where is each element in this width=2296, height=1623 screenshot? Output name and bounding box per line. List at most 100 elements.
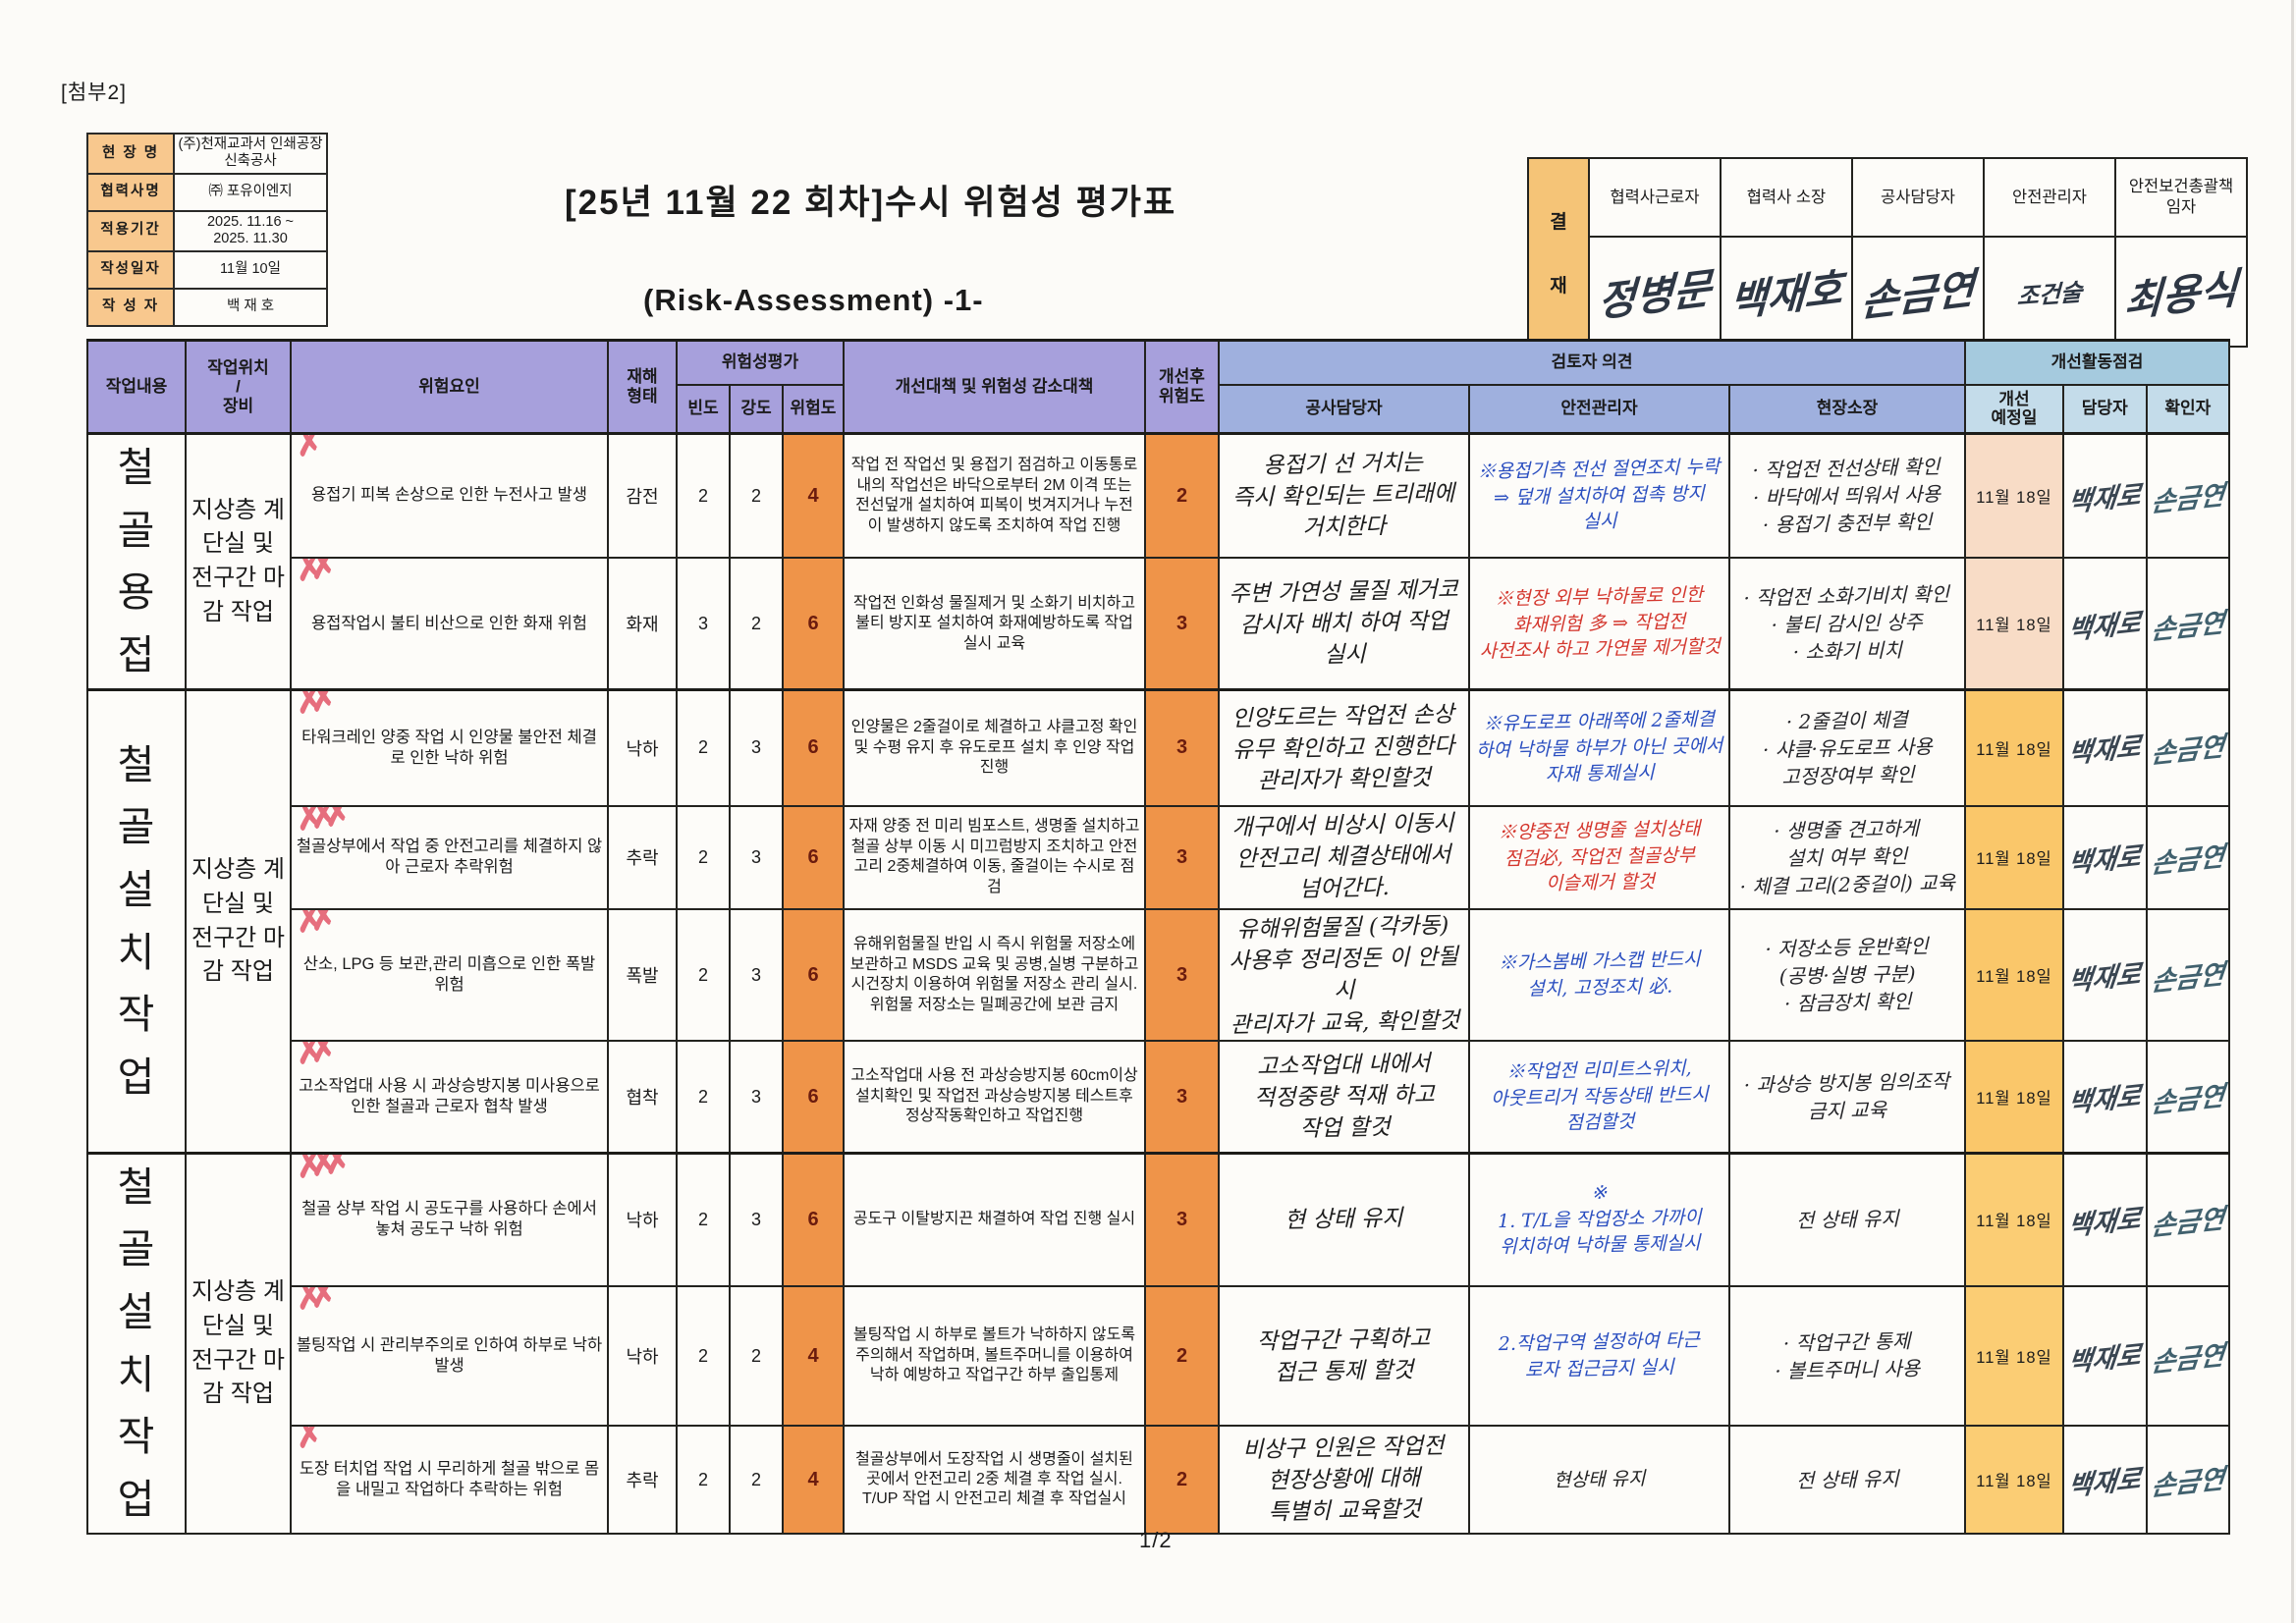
freq-value: 2 (697, 1345, 708, 1366)
accident-type-cell: 화재 (607, 557, 678, 691)
risk-assessment-table: 작업내용 작업위치 / 장비 위험요인 재해 형태 위험성평가 개선대책 및 위… (86, 339, 2231, 1536)
table-row: ✗✗ 볼팅작업 시 관리부주의로 인하여 하부로 낙하 발생 낙하 2 2 4 볼팅작업 시… (87, 1284, 2231, 1428)
red-check-mark: ✗✗ (293, 689, 327, 723)
hazard-text: 산소, LPG 등 보관,관리 미흡으로 인한 폭발 위험 (302, 954, 596, 995)
risk-value-cell: 6 (782, 1040, 845, 1155)
sev-value: 2 (750, 613, 761, 633)
construction-manager-comment-cell: 작업구간 구획하고 접근 통제 할것 (1218, 1284, 1470, 1428)
red-check-mark: ✗✗✗ (293, 805, 341, 839)
risk-value-cell: 4 (782, 1425, 845, 1536)
table-row: ✗✗ 산소, LPG 등 보관,관리 미흡으로 인한 폭발 위험 폭발 2 3 6 유해위험… (87, 907, 2231, 1043)
hazard-cell: ✗✗ 볼팅작업 시 관리부주의로 인하여 하부로 낙하 발생 (290, 1284, 609, 1428)
manager-signature-cell: 백재로 (2062, 432, 2148, 560)
freq-cell: 2 (676, 1425, 731, 1536)
after-risk-cell: 2 (1144, 432, 1220, 560)
due-date: 11월 18일 (1976, 1213, 2052, 1231)
info-value: ㈜ 포유이엔지 (173, 172, 328, 212)
col-header-review: 검토자 의견 (1218, 339, 1966, 386)
after-risk-cell: 3 (1144, 688, 1220, 807)
construction-manager-comment-cell: 인양도르는 작업전 손상 유무 확인하고 진행한다 관리자가 확인할것 (1218, 688, 1470, 807)
freq-value: 3 (697, 613, 708, 633)
after-risk-value: 3 (1175, 1085, 1188, 1108)
accident-type: 폭발 (626, 966, 659, 987)
hazard-cell: ✗✗✗ 철골 상부 작업 시 공도구를 사용하다 손에서 놓쳐 공도구 낙하 위험 (290, 1151, 609, 1287)
handwritten-signature: 손금연 (2149, 1080, 2226, 1119)
site-director-comment-cell: · 작업전 소화기비치 확인 · 불티 감시인 상주 · 소화기 비치 (1728, 557, 1966, 691)
hazard-cell: ✗ 도장 터치업 작업 시 무리하게 철골 밖으로 몸을 내밀고 작업하다 추락하… (290, 1425, 609, 1536)
safety-manager-comment-cell: ※작업전 리미트스위치, 아웃트리거 작동상태 반드시 점검할것 (1468, 1040, 1730, 1155)
work-location: 지상층 계단실 및 전구간 마감 작업 (185, 688, 292, 1155)
red-check-mark: ✗✗ (293, 908, 327, 941)
after-risk-cell: 3 (1144, 907, 1220, 1043)
manager-signature-cell: 백재로 (2062, 1425, 2148, 1536)
after-risk-value: 3 (1175, 736, 1188, 759)
table-row: 철골설치작업 지상층 계단실 및 전구간 마감 작업 ✗✗✗ 철골 상부 작업 시 공… (86, 1151, 2231, 1536)
info-value: 2025. 11.16 ~ 2025. 11.30 (173, 209, 328, 252)
approval-signature-cell: 손금연 (1851, 236, 1985, 348)
accident-type-cell: 감전 (607, 432, 678, 560)
handwritten-comment: ※가스봄베 가스캡 반드시 설치, 고정조치 必. (1498, 948, 1701, 1001)
risk-value: 6 (807, 736, 819, 759)
sev-cell: 2 (729, 432, 784, 560)
accident-type: 낙하 (626, 1211, 659, 1231)
freq-value: 2 (697, 964, 708, 985)
site-director-comment-cell: · 작업전 전선상태 확인 · 바닥에서 띄워서 사용 · 용접기 충전부 확인 (1728, 432, 1966, 560)
handwritten-signature: 백재로 (2066, 1463, 2143, 1502)
table-row: ✗✗ 고소작업대 사용 시 과상승방지봉 미사용으로 인한 철골과 근로자 협착 … (87, 1040, 2231, 1155)
red-check-mark: ✗✗ (293, 1041, 327, 1073)
freq-cell: 2 (676, 1151, 731, 1287)
handwritten-comment: 2.작업구역 설정하여 타근 로자 접근금지 실시 (1498, 1329, 1700, 1381)
improvement-measure-cell: 공도구 이탈방지끈 채결하여 작업 진행 실시 (843, 1151, 1146, 1287)
accident-type-cell: 폭발 (607, 907, 678, 1043)
handwritten-signature: 손금연 (2149, 840, 2226, 880)
after-risk-value: 2 (1175, 1344, 1188, 1367)
col-header-hazard: 위험요인 (290, 339, 609, 435)
after-risk-cell: 3 (1144, 1151, 1220, 1287)
handwritten-comment: ※ 1. T/L을 작업장소 가까이 위치하여 낙하물 통제실시 (1497, 1182, 1702, 1259)
manager-signature-cell: 백재로 (2062, 907, 2148, 1043)
work-group-label: 철골용접 (86, 431, 187, 691)
accident-type: 낙하 (626, 738, 659, 759)
col-header-checker: 확인자 (2145, 383, 2231, 435)
handwritten-comment: · 저장소등 운반확인 (공병·실병 구분) · 잠금장치 확인 (1765, 934, 1929, 1016)
handwritten-comment: ※현장 외부 낙하물로 인한 화재위험 多 ⇒ 작업전 사전조사 하고 가연물 … (1479, 584, 1721, 664)
handwritten-signature: 백재로 (2066, 607, 2143, 647)
improvement-measure-cell: 자재 양중 전 미리 빔포스트, 생명줄 설치하고 철골 상부 이동 시 미끄럼… (843, 804, 1146, 910)
handwritten-comment: 현 상태 유지 (1285, 1206, 1403, 1234)
col-header-check: 개선활동점검 (1963, 339, 2231, 386)
approval-role: 안전보건총괄책 임자 (2114, 157, 2248, 238)
manager-signature-cell: 백재로 (2062, 1151, 2148, 1287)
freq-value: 2 (697, 846, 708, 867)
improvement-measure-text: 자재 양중 전 미리 빔포스트, 생명줄 설치하고 철골 상부 이동 시 미끄럼… (848, 818, 1140, 895)
handwritten-signature: 백재로 (2066, 840, 2143, 880)
col-header-assessment: 위험성평가 (676, 339, 845, 386)
page-number: 1/2 (1139, 1528, 1173, 1552)
due-date: 11월 18일 (1976, 1090, 2052, 1109)
approval-role: 협력사근로자 (1588, 157, 1722, 238)
construction-manager-comment-cell: 주변 가연성 물질 제거코 감시자 배치 하여 작업 실시 (1218, 557, 1470, 691)
sev-cell: 3 (729, 1040, 784, 1155)
handwritten-signature: 손금연 (2149, 731, 2226, 771)
info-label: 현 장 명 (86, 133, 175, 175)
info-label: 작 성 자 (86, 287, 175, 327)
col-header-due-date: 개선 예정일 (1964, 383, 2064, 435)
accident-type: 감전 (626, 487, 659, 508)
site-director-comment-cell: · 2줄걸이 체결 · 샤클·유도로프 사용 고정장여부 확인 (1728, 688, 1966, 807)
checker-signature-cell: 손금연 (2145, 1151, 2231, 1287)
sev-cell: 2 (729, 1425, 784, 1536)
table-row: 철골용접 지상층 계단실 및 전구간 마감 작업 ✗ 용접기 피복 손상으로 인한 누… (86, 431, 2231, 691)
handwritten-comment: · 과상승 방지봉 임의조작 금지 교육 (1743, 1069, 1950, 1124)
info-label: 적용기간 (86, 209, 175, 252)
freq-value: 2 (697, 737, 708, 758)
attachment-label: [첨부2] (61, 81, 127, 104)
safety-manager-comment-cell: ※양중전 생명줄 설치상태 점검必, 작업전 철골상부 이슬제거 할것 (1468, 804, 1730, 910)
due-date-cell: 11월 18일 (1964, 1284, 2064, 1428)
risk-value: 6 (807, 1208, 819, 1230)
handwritten-signature: 조건술 (2016, 277, 2083, 310)
handwritten-signature: 정병문 (1597, 263, 1713, 326)
red-check-mark: ✗✗ (293, 558, 327, 590)
construction-manager-comment-cell: 개구에서 비상시 이동시 안전고리 체결상태에서 넘어간다. (1218, 804, 1470, 910)
improvement-measure-cell: 철골상부에서 도장작업 시 생명줄이 설치된 곳에서 안전고리 2중 체결 후 … (843, 1425, 1146, 1536)
